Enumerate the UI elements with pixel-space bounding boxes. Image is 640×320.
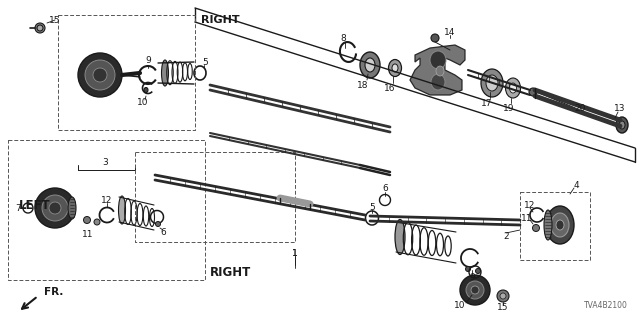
Ellipse shape	[118, 196, 125, 224]
Ellipse shape	[144, 87, 148, 92]
Circle shape	[471, 286, 479, 294]
Text: FR.: FR.	[44, 287, 63, 297]
Text: 6: 6	[160, 228, 166, 236]
Circle shape	[35, 23, 45, 33]
Text: 20: 20	[574, 103, 586, 113]
Circle shape	[497, 290, 509, 302]
Circle shape	[466, 281, 484, 299]
Text: 13: 13	[614, 103, 626, 113]
Ellipse shape	[365, 58, 375, 72]
Ellipse shape	[431, 74, 445, 90]
Ellipse shape	[616, 117, 628, 133]
Circle shape	[93, 68, 107, 82]
Ellipse shape	[395, 220, 405, 254]
Text: 3: 3	[102, 157, 108, 166]
Text: 2: 2	[503, 231, 509, 241]
Ellipse shape	[551, 213, 569, 237]
Ellipse shape	[161, 60, 168, 86]
Circle shape	[49, 202, 61, 214]
Text: 16: 16	[384, 84, 396, 92]
Ellipse shape	[546, 206, 574, 244]
Text: 10: 10	[137, 98, 148, 107]
Text: 12: 12	[101, 196, 113, 204]
Ellipse shape	[486, 75, 498, 91]
Text: 10: 10	[454, 300, 466, 309]
Ellipse shape	[481, 69, 503, 97]
Text: 4: 4	[573, 180, 579, 189]
Text: 5: 5	[202, 58, 208, 67]
Circle shape	[500, 293, 506, 299]
Ellipse shape	[388, 60, 401, 76]
Text: 18: 18	[357, 81, 369, 90]
Ellipse shape	[476, 268, 481, 274]
Circle shape	[37, 25, 43, 31]
Text: 9: 9	[469, 274, 475, 283]
Text: RIGHT: RIGHT	[209, 266, 251, 278]
Ellipse shape	[430, 51, 446, 69]
Ellipse shape	[509, 83, 516, 93]
Polygon shape	[410, 45, 465, 95]
Ellipse shape	[619, 121, 625, 129]
Ellipse shape	[94, 219, 100, 225]
Text: 6: 6	[382, 183, 388, 193]
Ellipse shape	[392, 64, 398, 72]
Ellipse shape	[68, 197, 76, 219]
Text: 11: 11	[521, 213, 532, 222]
Text: 15: 15	[49, 15, 61, 25]
Circle shape	[460, 275, 490, 305]
Ellipse shape	[360, 52, 380, 78]
Text: 7: 7	[15, 204, 21, 212]
Text: 15: 15	[497, 303, 509, 313]
Circle shape	[35, 188, 75, 228]
Ellipse shape	[556, 220, 564, 230]
Text: 19: 19	[503, 103, 515, 113]
Ellipse shape	[436, 66, 444, 76]
Text: 14: 14	[444, 28, 456, 36]
Text: 9: 9	[145, 55, 151, 65]
Text: 11: 11	[83, 229, 93, 238]
Text: 17: 17	[481, 99, 493, 108]
Text: RIGHT: RIGHT	[201, 15, 239, 25]
Circle shape	[42, 195, 68, 221]
Ellipse shape	[156, 221, 161, 227]
Circle shape	[85, 60, 115, 90]
Text: LEFT: LEFT	[19, 198, 51, 212]
Circle shape	[529, 88, 537, 96]
Ellipse shape	[532, 225, 540, 231]
Ellipse shape	[83, 217, 90, 223]
Circle shape	[78, 53, 122, 97]
Text: 1: 1	[292, 249, 298, 258]
Text: 12: 12	[524, 201, 536, 210]
Ellipse shape	[544, 210, 552, 240]
Text: 5: 5	[369, 203, 375, 212]
Circle shape	[431, 34, 439, 42]
Ellipse shape	[465, 267, 470, 271]
Text: 1: 1	[292, 250, 298, 259]
Ellipse shape	[506, 78, 520, 98]
Text: TVA4B2100: TVA4B2100	[584, 301, 628, 310]
Text: 8: 8	[340, 34, 346, 43]
